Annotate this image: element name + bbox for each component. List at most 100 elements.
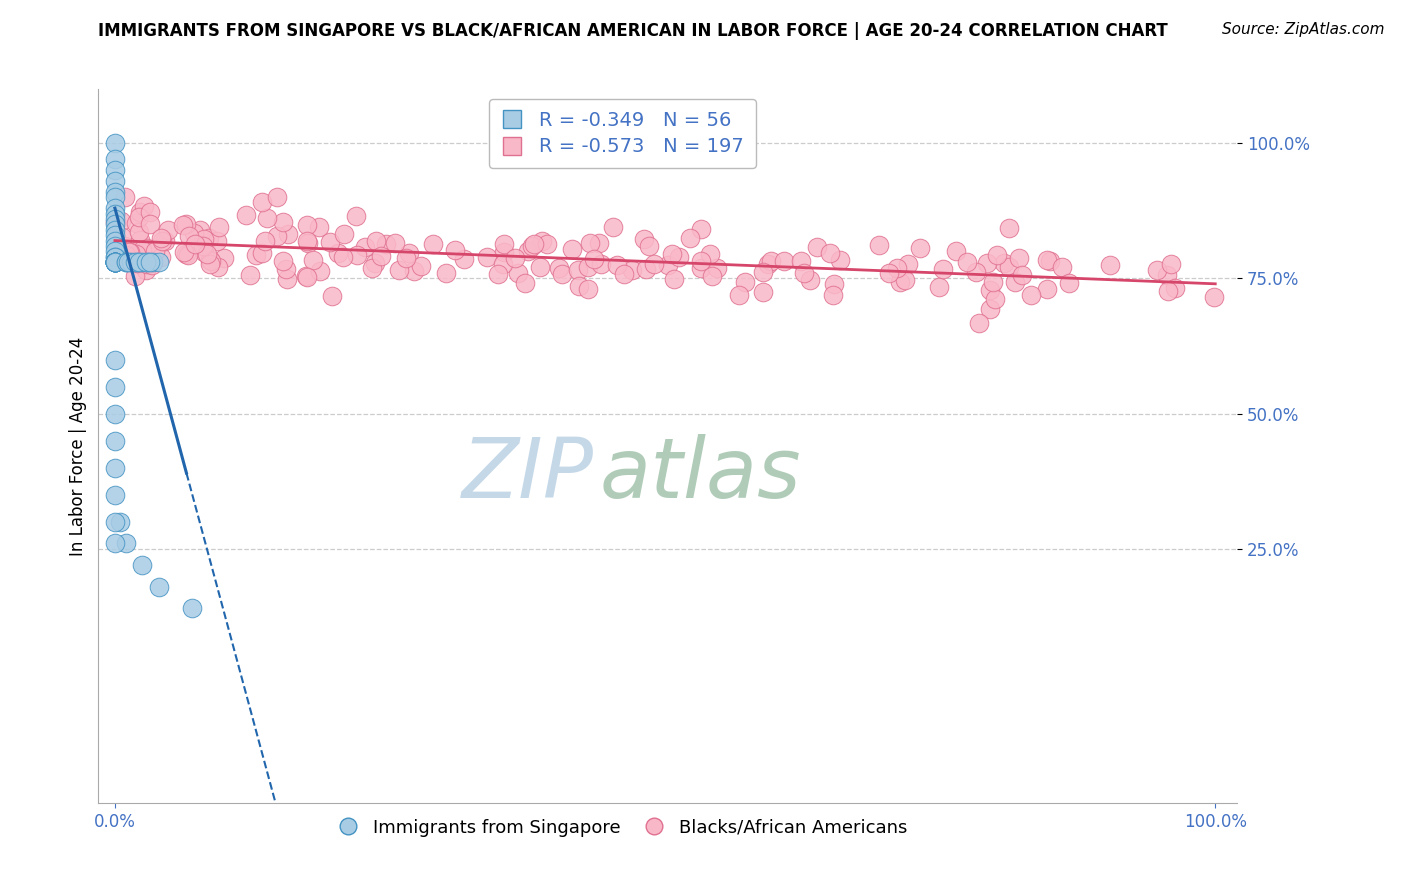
Text: ZIP: ZIP <box>461 434 593 515</box>
Point <box>734 275 756 289</box>
Point <box>104 255 127 269</box>
Point <box>104 434 127 448</box>
Point <box>174 247 197 261</box>
Point <box>894 273 917 287</box>
Point <box>561 243 583 257</box>
Point <box>104 190 127 204</box>
Point <box>120 244 142 259</box>
Point <box>643 257 665 271</box>
Point <box>886 260 908 275</box>
Point <box>1057 276 1080 290</box>
Point <box>114 239 136 253</box>
Point <box>908 241 931 255</box>
Point <box>104 255 127 269</box>
Point <box>823 287 845 301</box>
Point <box>125 247 148 261</box>
Point <box>110 515 132 529</box>
Point <box>661 247 683 261</box>
Point <box>104 379 127 393</box>
Point <box>128 255 150 269</box>
Point <box>104 185 127 199</box>
Point <box>529 260 551 275</box>
Point <box>104 244 127 259</box>
Point <box>402 264 425 278</box>
Point <box>104 206 127 220</box>
Point <box>104 255 127 269</box>
Point <box>156 223 179 237</box>
Point <box>104 163 127 178</box>
Point <box>522 239 544 253</box>
Point <box>141 258 163 272</box>
Point <box>308 220 330 235</box>
Point <box>104 215 127 229</box>
Point <box>346 248 368 262</box>
Point <box>1011 268 1033 282</box>
Point <box>271 215 294 229</box>
Point <box>139 217 162 231</box>
Point <box>772 254 794 268</box>
Point <box>135 263 157 277</box>
Point <box>104 174 127 188</box>
Point <box>125 216 148 230</box>
Point <box>567 263 589 277</box>
Point <box>150 250 173 264</box>
Point <box>799 273 821 287</box>
Point <box>579 236 602 251</box>
Point <box>1019 287 1042 301</box>
Point <box>135 255 157 269</box>
Point <box>395 252 418 266</box>
Point <box>115 255 138 269</box>
Point <box>117 255 139 269</box>
Point <box>297 269 319 284</box>
Point <box>945 244 967 258</box>
Point <box>104 201 127 215</box>
Point <box>254 234 277 248</box>
Text: Source: ZipAtlas.com: Source: ZipAtlas.com <box>1222 22 1385 37</box>
Point <box>277 227 299 241</box>
Point <box>131 243 153 257</box>
Point <box>981 275 1004 289</box>
Point <box>125 255 148 269</box>
Point <box>104 488 127 502</box>
Point <box>662 272 685 286</box>
Point <box>107 240 129 254</box>
Point <box>214 251 236 265</box>
Point <box>515 276 537 290</box>
Point <box>142 255 165 269</box>
Point <box>486 267 509 281</box>
Point <box>517 244 540 258</box>
Point <box>188 222 211 236</box>
Point <box>273 253 295 268</box>
Point <box>321 289 343 303</box>
Point <box>131 558 153 572</box>
Point <box>828 253 851 268</box>
Point <box>193 245 215 260</box>
Point <box>668 250 690 264</box>
Point <box>139 255 162 269</box>
Point <box>613 267 636 281</box>
Point <box>111 230 134 244</box>
Point <box>139 204 162 219</box>
Point <box>984 292 1007 306</box>
Point <box>125 244 148 258</box>
Text: IMMIGRANTS FROM SINGAPORE VS BLACK/AFRICAN AMERICAN IN LABOR FORCE | AGE 20-24 C: IMMIGRANTS FROM SINGAPORE VS BLACK/AFRIC… <box>98 22 1168 40</box>
Point <box>967 316 990 330</box>
Point <box>104 255 127 269</box>
Point <box>818 245 841 260</box>
Point <box>295 235 318 249</box>
Point <box>150 234 173 248</box>
Text: atlas: atlas <box>599 434 801 515</box>
Point <box>250 246 273 260</box>
Point <box>104 223 127 237</box>
Point <box>997 260 1019 275</box>
Point <box>877 266 900 280</box>
Point <box>153 234 176 248</box>
Point <box>104 255 127 269</box>
Point <box>1099 258 1122 272</box>
Point <box>104 153 127 167</box>
Point <box>104 218 127 232</box>
Point <box>104 255 127 269</box>
Point <box>104 536 127 550</box>
Point <box>332 250 354 264</box>
Legend: Immigrants from Singapore, Blacks/African Americans: Immigrants from Singapore, Blacks/Africa… <box>330 812 914 844</box>
